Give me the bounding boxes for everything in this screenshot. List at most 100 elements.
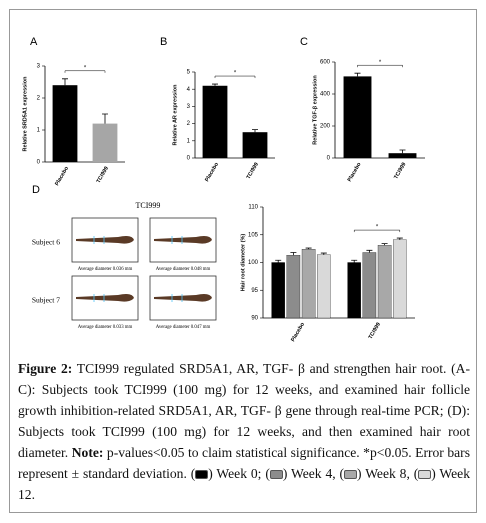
bar	[271, 262, 285, 319]
y-tick-label: 2	[187, 121, 191, 127]
legend-name: Week 4	[290, 466, 333, 481]
figure: A 0 1 2 3 Relative SRD5A1 expression Placebo TC…	[22, 36, 425, 343]
x-tick-label: Placebo	[54, 165, 70, 187]
error-bar	[399, 149, 406, 154]
y-tick-label: 0	[187, 156, 191, 162]
y-tick-label: 200	[320, 124, 331, 130]
bar	[242, 132, 268, 158]
significance-label: *	[84, 65, 87, 71]
y-tick-label: 3	[187, 104, 191, 110]
x-tick-label: TCI999	[393, 162, 407, 181]
y-axis-label: Relative AR expression	[172, 84, 178, 146]
y-tick-label: 5	[187, 70, 191, 76]
legend-separator: .	[31, 487, 35, 502]
x-tick-label: TCI999	[246, 162, 260, 181]
legend-swatch	[195, 470, 209, 480]
diameter-label: Average diameter 0.033 mm	[78, 325, 133, 330]
y-tick-label: 2	[37, 96, 41, 102]
hair-shape	[154, 294, 212, 302]
legend-separator: ,	[406, 466, 410, 481]
subject-label: Subject 7	[32, 296, 60, 305]
legend-name: Week 12	[18, 466, 470, 502]
panel-label: B	[160, 36, 167, 48]
y-tick-label: 105	[248, 232, 259, 238]
x-tick-label: TCI999	[368, 322, 382, 341]
figure-frame	[9, 9, 477, 513]
y-tick-label: 1	[37, 128, 41, 134]
y-tick-label: 0	[37, 160, 41, 166]
y-axis-label: Hair root diameter (%)	[240, 234, 246, 292]
error-bar	[351, 259, 358, 263]
panel-label: A	[30, 36, 38, 48]
y-tick-label: 0	[327, 156, 331, 162]
bar	[388, 153, 417, 158]
bar	[393, 239, 407, 319]
error-bar	[102, 113, 108, 124]
caption-legend: () Week 0; () Week 4, () Week 8, () Week…	[18, 466, 470, 502]
bar	[286, 255, 301, 319]
significance-bracket	[353, 229, 401, 233]
y-tick-label: 100	[248, 260, 259, 266]
y-axis-label: Relative TGF-β expression	[312, 75, 318, 145]
error-bar	[275, 259, 282, 263]
legend-swatch	[418, 470, 432, 480]
legend-open: (	[190, 466, 196, 481]
legend-open: (	[265, 466, 270, 481]
caption: Figure 2: TCI999 regulated SRD5A1, AR, T…	[18, 358, 470, 505]
error-bar	[62, 78, 68, 86]
caption-label: Figure 2:	[18, 361, 73, 376]
y-tick-label: 400	[320, 92, 331, 98]
significance-bracket	[214, 75, 256, 79]
legend-separator: ;	[257, 466, 262, 481]
bar	[301, 249, 316, 319]
bar	[92, 123, 118, 162]
bar	[343, 76, 372, 158]
legend-open: (	[339, 466, 345, 481]
image-header: TCI999	[136, 201, 161, 210]
note-text: p-values<0.05 to claim statistical signi…	[18, 445, 470, 481]
bar	[52, 85, 78, 162]
legend-close: )	[282, 466, 288, 481]
y-tick-label: 1	[187, 138, 191, 144]
x-tick-label: TCI999	[96, 166, 110, 185]
error-bar	[290, 252, 297, 256]
error-bar	[305, 247, 312, 250]
diameter-label: Average diameter 0.036 mm	[78, 267, 133, 272]
diameter-label: Average diameter 0.047 mm	[156, 325, 211, 330]
significance-bracket	[357, 64, 403, 68]
x-tick-label: Placebo	[347, 161, 363, 183]
significance-label: *	[234, 71, 237, 77]
error-bar	[252, 129, 258, 133]
bar	[362, 252, 377, 319]
bar	[317, 254, 331, 319]
y-tick-label: 95	[251, 288, 258, 294]
hair-shape	[76, 236, 134, 244]
x-tick-label: Placebo	[204, 161, 220, 183]
legend-swatch	[344, 470, 358, 480]
y-tick-label: 4	[187, 87, 191, 93]
error-bar	[320, 252, 327, 255]
bar	[347, 262, 361, 319]
y-axis-label: Relative SRD5A1 expression	[22, 76, 28, 152]
subject-label: Subject 6	[32, 238, 60, 247]
legend-close: )	[357, 466, 362, 481]
error-bar	[396, 237, 403, 240]
y-tick-label: 600	[320, 60, 331, 66]
bar	[202, 85, 228, 158]
legend-open: (	[413, 466, 419, 481]
panel-label: D	[32, 184, 40, 196]
note-label: Note:	[71, 445, 104, 460]
error-bar	[381, 243, 388, 246]
significance-bracket	[64, 70, 106, 73]
significance-label: *	[376, 225, 379, 231]
hair-shape	[154, 236, 212, 244]
legend-close: )	[431, 466, 436, 481]
legend-close: )	[208, 466, 213, 481]
legend-swatch	[269, 470, 283, 480]
error-bar	[366, 249, 373, 253]
error-bar	[354, 72, 361, 77]
caption-text: TCI999 regulated SRD5A1, AR, TGF- β and …	[18, 361, 471, 460]
error-bar	[212, 83, 218, 86]
y-tick-label: 90	[251, 316, 258, 322]
